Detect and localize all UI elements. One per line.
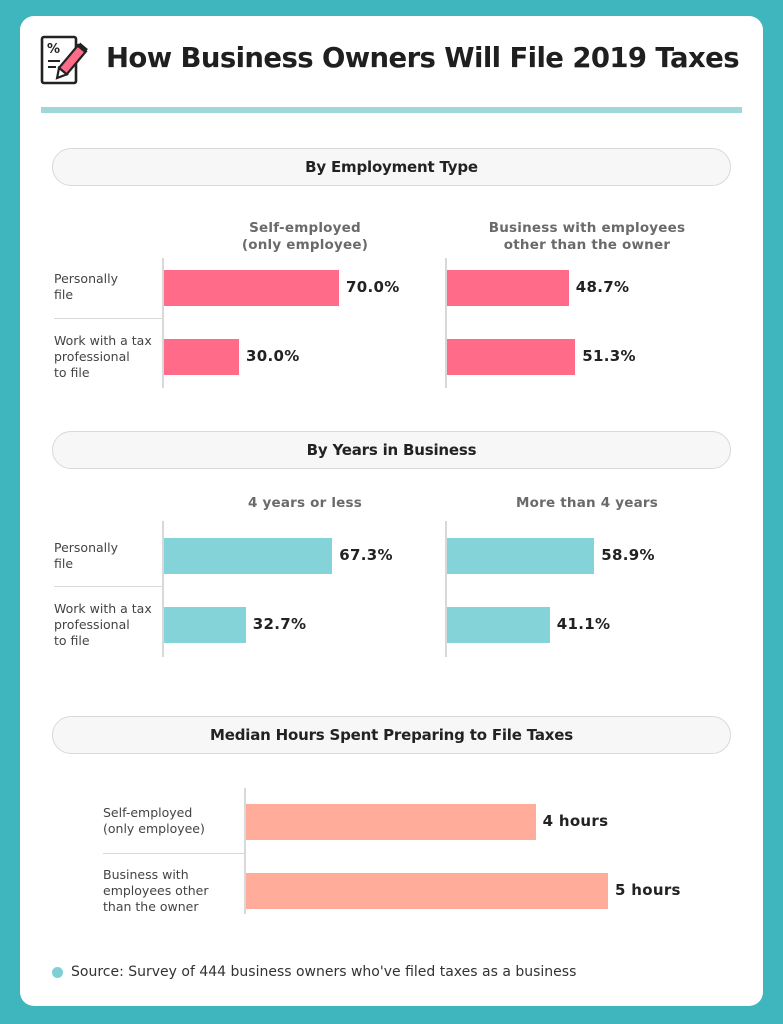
section-heading-years: By Years in Business [52,431,731,469]
row-label-line: file [54,287,74,302]
row-label-line: employees other [103,883,209,898]
employment-s1-r1-bar [447,339,576,375]
column-header-line: other than the owner [503,237,671,253]
hours-r1-value-label: 5 hours [615,881,681,899]
employment-s0-r1-bar [164,339,239,375]
tax-document-pencil-icon: % [40,35,88,85]
row-label-line: than the owner [103,899,199,914]
employment-s0-r0-bar [164,270,339,306]
section-heading-hours: Median Hours Spent Preparing to File Tax… [52,716,731,754]
years-s0-r0-value-label: 67.3% [339,546,393,564]
column-header-4-years-or-less: 4 years or less [247,495,363,511]
column-header-line: Business with employees [488,220,686,236]
column-header-line: Self-employed [249,220,361,236]
row-label-line: Self-employed [103,805,193,820]
page-title: How Business Owners Will File 2019 Taxes [106,42,740,74]
row-label-tax-professional: Work with a tax professional to file [54,333,152,381]
hours-r1-bar [246,873,608,909]
years-s0-r1-value-label: 32.7% [252,615,307,633]
axis-line [162,258,164,388]
row-label-line: Work with a tax [54,601,152,616]
column-header-line: (only employee) [241,237,369,253]
row-label-line: Work with a tax [54,333,152,348]
years-s0-r1-bar [164,607,246,643]
employment-s0-r0-value-label: 70.0% [346,278,400,296]
employment-s1-r0-value-label: 48.7% [575,278,630,296]
row-label-line: Personally [54,540,119,555]
title-underline [41,107,742,113]
row-label-personally-file: Personally file [54,271,118,303]
axis-line [445,258,447,388]
hours-r0-value-label: 4 hours [542,812,609,830]
row-label-line: to file [54,633,90,648]
source-note: Source: Survey of 444 business owners wh… [52,964,576,980]
row-label-line: (only employee) [103,821,205,836]
row-label-line: to file [54,365,90,380]
axis-line [162,521,164,657]
employment-s1-r0-bar [447,270,569,306]
column-header-self-employed: Self-employed (only employee) [190,220,420,254]
axis-line [244,788,246,914]
row-label-line: Personally [54,271,119,286]
section-heading-employment: By Employment Type [52,148,731,186]
row-label-self-employed: Self-employed (only employee) [103,805,205,837]
row-label-with-employees: Business with employees other than the o… [103,867,209,915]
years-s0-r0-bar [164,538,333,574]
years-s1-r0-value-label: 58.9% [601,546,655,564]
row-label-personally-file: Personally file [54,540,118,572]
years-s1-r0-bar [447,538,595,574]
hours-r0-bar [246,804,536,840]
years-s1-r1-bar [447,607,550,643]
employment-s0-r1-value-label: 30.0% [246,347,300,365]
row-label-tax-professional: Work with a tax professional to file [54,601,152,649]
bullet-dot-icon [52,966,63,978]
employment-s1-r1-value-label: 51.3% [582,347,636,365]
row-divider [103,853,244,854]
row-label-line: professional [54,617,130,632]
row-label-line: file [54,556,74,571]
row-divider [54,318,162,319]
years-s1-r1-value-label: 41.1% [556,615,611,633]
axis-line [445,521,447,657]
column-header-with-employees: Business with employees other than the o… [462,220,712,254]
row-label-line: Business with [103,867,189,882]
row-divider [54,586,162,587]
row-label-line: professional [54,349,130,364]
source-text: Source: Survey of 444 business owners wh… [71,964,577,980]
column-header-more-than-4-years: More than 4 years [516,495,658,511]
svg-text:%: % [47,42,60,57]
